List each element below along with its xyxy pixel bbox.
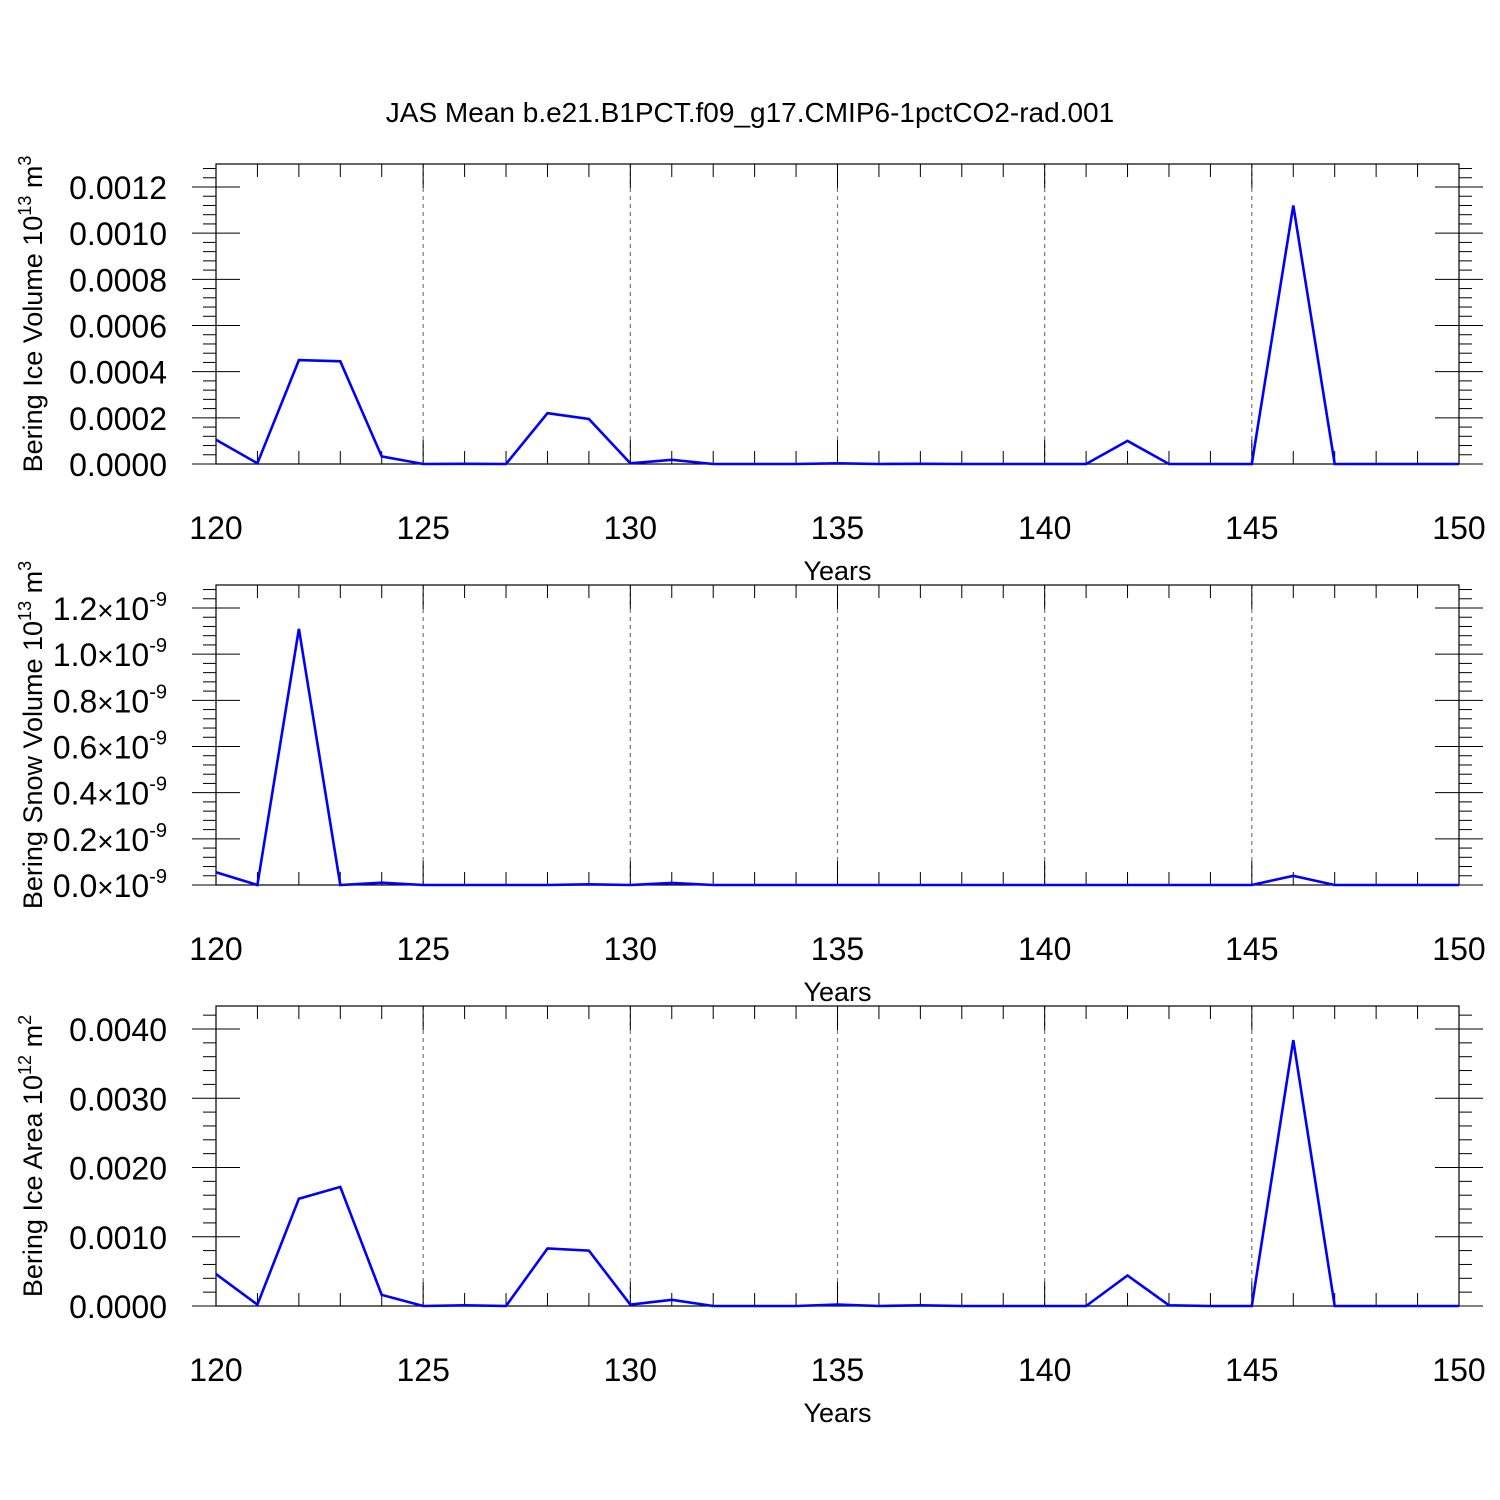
y-axis-label-unit: m xyxy=(18,571,48,601)
x-axis-label: Years xyxy=(803,556,871,586)
x-tick-label: 140 xyxy=(1018,931,1071,967)
y-axis-label-unit-exponent: 2 xyxy=(15,1015,35,1025)
panel-1: 120 125 130 135 140 145 150 Years 0.0000 0.0002 0.… xyxy=(15,156,1486,586)
y-tick-base: 10 xyxy=(114,868,150,904)
y-tick-times: × xyxy=(97,872,113,903)
plot-frame xyxy=(215,584,1460,886)
y-tick-base: 10 xyxy=(114,591,150,627)
x-tick-label: 135 xyxy=(811,931,864,967)
y-tick-exponent: -9 xyxy=(149,728,167,750)
y-tick-label: 0.0020 xyxy=(69,1151,167,1187)
x-tick-label: 125 xyxy=(396,931,449,967)
y-tick-base: 10 xyxy=(114,776,150,812)
y-axis-label-exponent: 13 xyxy=(15,196,35,216)
y-tick-label: 1.2×10-9 xyxy=(53,589,167,627)
y-tick-times: × xyxy=(97,595,113,626)
figure-title: JAS Mean b.e21.B1PCT.f09_g17.CMIP6-1pctC… xyxy=(386,97,1114,128)
plot-frame xyxy=(215,163,1460,465)
y-tick-times: × xyxy=(97,687,113,718)
y-tick-label: 0.0006 xyxy=(69,309,167,345)
y-tick-times: × xyxy=(97,826,113,857)
plot-frame xyxy=(215,1005,1460,1307)
x-tick-label: 125 xyxy=(396,1352,449,1388)
y-axis-label: Bering Ice Volume 1013 m3 xyxy=(15,156,48,473)
x-axis-label: Years xyxy=(803,1398,871,1428)
y-tick-times: × xyxy=(97,641,113,672)
x-tick-label: 145 xyxy=(1225,510,1278,546)
y-axis-label-unit-exponent: 3 xyxy=(15,156,35,166)
y-tick-times: × xyxy=(97,780,113,811)
y-tick-exponent: -9 xyxy=(149,820,167,842)
x-tick-label: 150 xyxy=(1432,1352,1485,1388)
x-tick-label: 145 xyxy=(1225,1352,1278,1388)
x-tick-label: 140 xyxy=(1018,510,1071,546)
y-tick-label: 0.6×10-9 xyxy=(53,728,167,766)
y-tick-label: 0.0008 xyxy=(69,262,167,298)
x-tick-label: 135 xyxy=(811,510,864,546)
y-axis-label-exponent: 12 xyxy=(15,1055,35,1075)
panel-3: 120 125 130 135 140 145 150 Years 0.0000 0.0010 0.… xyxy=(15,1005,1486,1428)
y-axis-label: Bering Snow Volume 1013 m3 xyxy=(15,561,48,909)
y-tick-mantissa: 0.2 xyxy=(53,822,97,858)
y-tick-mantissa: 1.0 xyxy=(53,637,97,673)
y-tick-base: 10 xyxy=(114,822,150,858)
y-tick-label: 1.0×10-9 xyxy=(53,635,167,673)
y-axis-label-unit: m xyxy=(18,1025,48,1055)
y-tick-label: 0.0004 xyxy=(69,355,167,391)
y-tick-base: 10 xyxy=(114,637,150,673)
y-axis-label-text: Bering Ice Area 10 xyxy=(18,1075,48,1297)
y-tick-mantissa: 0.0 xyxy=(53,868,97,904)
y-tick-exponent: -9 xyxy=(149,774,167,796)
x-axis-label: Years xyxy=(803,977,871,1007)
y-tick-label: 0.4×10-9 xyxy=(53,774,167,812)
x-tick-label: 140 xyxy=(1018,1352,1071,1388)
y-tick-label: 0.0×10-9 xyxy=(53,866,167,904)
y-tick-label: 0.0012 xyxy=(69,170,167,206)
x-tick-label: 120 xyxy=(189,931,242,967)
y-tick-mantissa: 0.8 xyxy=(53,683,97,719)
x-tick-label: 125 xyxy=(396,510,449,546)
y-tick-label: 0.8×10-9 xyxy=(53,681,167,719)
y-axis-label-exponent: 13 xyxy=(15,601,35,621)
x-tick-label: 145 xyxy=(1225,931,1278,967)
y-axis-label-unit-exponent: 3 xyxy=(15,561,35,571)
y-tick-label: 0.0030 xyxy=(69,1081,167,1117)
y-tick-exponent: -9 xyxy=(149,681,167,703)
series-line xyxy=(215,1039,1459,1308)
x-tick-label: 120 xyxy=(189,510,242,546)
x-tick-label: 150 xyxy=(1432,510,1485,546)
y-axis-label: Bering Ice Area 1012 m2 xyxy=(15,1015,48,1297)
y-axis-label-text: Bering Snow Volume 10 xyxy=(18,621,48,909)
y-tick-exponent: -9 xyxy=(149,866,167,888)
y-tick-exponent: -9 xyxy=(149,589,167,611)
y-tick-label: 0.0010 xyxy=(69,216,167,252)
y-tick-label: 0.0010 xyxy=(69,1220,167,1256)
y-tick-base: 10 xyxy=(114,730,150,766)
y-tick-base: 10 xyxy=(114,683,150,719)
x-tick-label: 130 xyxy=(604,931,657,967)
y-axis-label-unit: m xyxy=(18,166,48,196)
y-tick-mantissa: 0.6 xyxy=(53,730,97,766)
panel-2: 120 125 130 135 140 145 150Years0.0×10-90.2×10… xyxy=(15,561,1486,1007)
x-tick-label: 120 xyxy=(189,1352,242,1388)
y-tick-mantissa: 0.4 xyxy=(53,776,97,812)
x-tick-label: 130 xyxy=(604,510,657,546)
y-tick-exponent: -9 xyxy=(149,635,167,657)
y-axis-label-text: Bering Ice Volume 10 xyxy=(18,216,48,473)
y-tick-label: 0.2×10-9 xyxy=(53,820,167,858)
x-tick-label: 135 xyxy=(811,1352,864,1388)
y-tick-mantissa: 1.2 xyxy=(53,591,97,627)
y-tick-label: 0.0000 xyxy=(69,1289,167,1325)
y-tick-times: × xyxy=(97,734,113,765)
panels: 120 125 130 135 140 145 150 Years 0.0000 0.0002 0.… xyxy=(15,156,1486,1428)
x-tick-label: 150 xyxy=(1432,931,1485,967)
y-tick-label: 0.0000 xyxy=(69,447,167,483)
y-tick-label: 0.0040 xyxy=(69,1012,167,1048)
x-tick-label: 130 xyxy=(604,1352,657,1388)
y-tick-label: 0.0002 xyxy=(69,401,167,437)
